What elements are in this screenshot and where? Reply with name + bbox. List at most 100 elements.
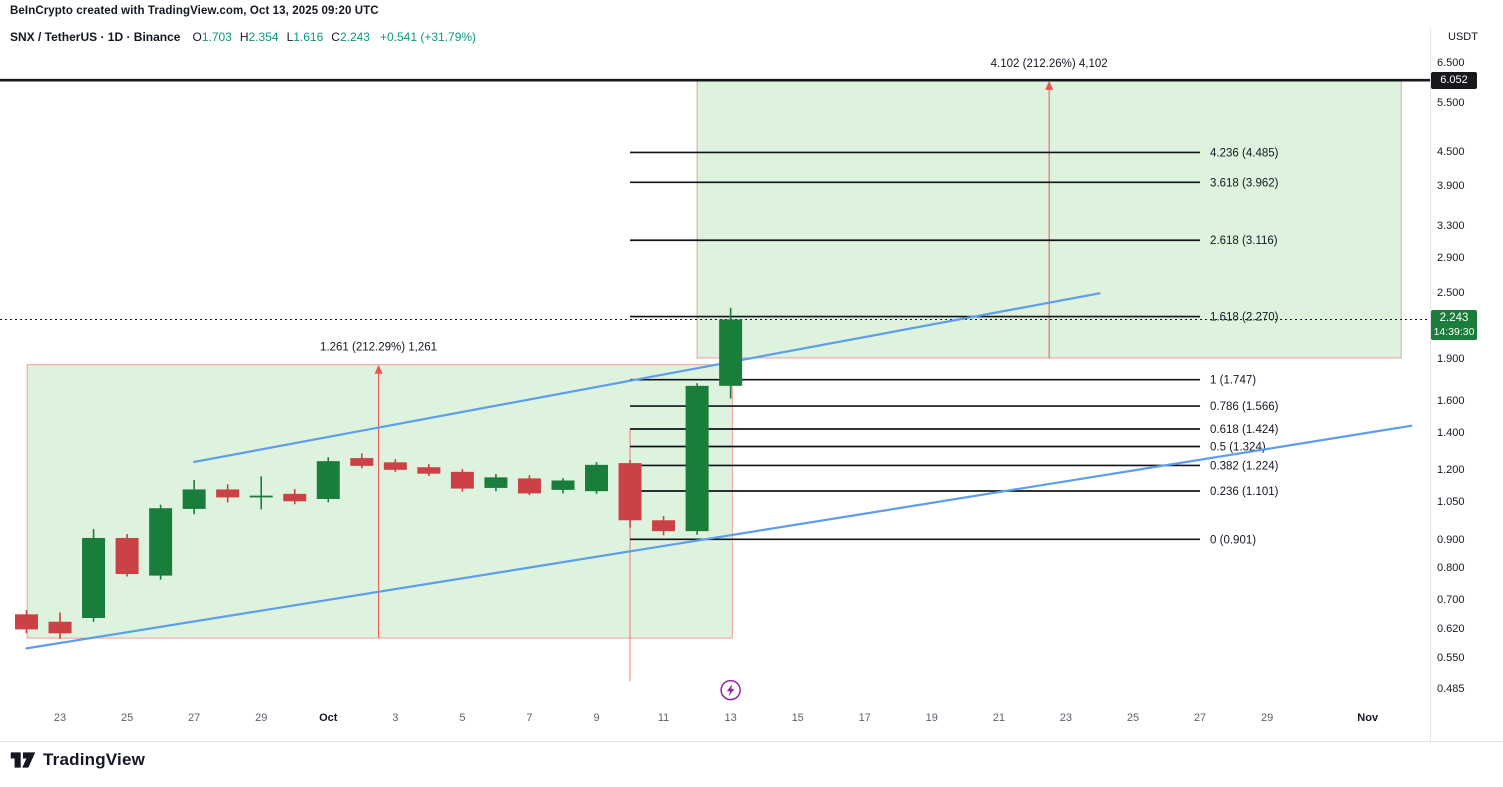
candle-body xyxy=(585,464,609,492)
range-measure-label: 1.261 (212.29%) 1,261 xyxy=(320,342,437,354)
range-arrow-head xyxy=(374,364,383,374)
last-price: 2.243 xyxy=(1439,312,1469,325)
price-axis-separator xyxy=(1430,28,1431,741)
ohlc-value: 2.243 xyxy=(339,30,370,44)
fib-level-label: 0.382 (1.224) xyxy=(1210,460,1279,472)
candlestick xyxy=(417,464,441,476)
candlestick xyxy=(48,612,72,639)
price-tick-label: 3.900 xyxy=(1437,180,1465,193)
candlestick xyxy=(618,460,642,528)
ohlc-key: O xyxy=(192,30,202,44)
lightning-event-icon[interactable] xyxy=(720,679,741,701)
candlestick xyxy=(149,504,173,580)
time-tick-day: 17 xyxy=(858,712,871,724)
time-tick-day: 15 xyxy=(791,712,804,724)
candle-body xyxy=(383,462,407,470)
candle-body xyxy=(350,458,374,466)
candle-body xyxy=(216,489,240,498)
candle-body xyxy=(517,478,541,494)
attribution-text: BeInCrypto created with TradingView.com,… xyxy=(10,5,379,17)
symbol-title[interactable]: SNX / TetherUS · 1D · Binance xyxy=(10,30,181,44)
candle-body xyxy=(82,537,106,618)
time-tick-day: 9 xyxy=(593,712,600,724)
price-axis[interactable]: USDT 6.500 5.500 4.500 3.900 3.300 2.900 2.500… xyxy=(1430,0,1503,741)
range-measure-label: 4.102 (212.26%) 4,102 xyxy=(991,58,1108,70)
fib-level-label: 3.618 (3.962) xyxy=(1210,177,1279,189)
candle-body xyxy=(283,493,307,502)
ohlc-key: L xyxy=(286,30,294,44)
chart-canvas[interactable]: 1.261 (212.29%) 1,261 4.102 (212.26%) 4,1… xyxy=(0,0,1430,741)
currency-label[interactable]: USDT xyxy=(1448,31,1478,43)
time-tick-day: 23 xyxy=(1059,712,1073,724)
candlestick xyxy=(182,480,206,515)
ohlc-key: C xyxy=(331,30,340,44)
line-price-badge: 6.052 xyxy=(1431,72,1477,89)
candle-body xyxy=(551,480,575,490)
time-tick-day: 3 xyxy=(392,712,399,724)
price-tick-label: 0.620 xyxy=(1437,623,1465,636)
candlestick xyxy=(652,516,676,536)
price-change: +0.541 (+31.79%) xyxy=(379,30,477,44)
ohlc-value: 2.354 xyxy=(248,30,279,44)
time-tick-day: 11 xyxy=(657,712,670,724)
candlestick xyxy=(15,609,38,634)
symbol-info-bar: SNX / TetherUS · 1D · Binance O 1.703 H 2.3… xyxy=(10,30,476,44)
candle-body xyxy=(685,385,709,532)
candlestick xyxy=(517,475,541,496)
candlestick xyxy=(719,307,743,399)
time-tick-day: 25 xyxy=(1126,712,1140,724)
time-axis[interactable]: 23 25 27 29 Oct 3 5 7 9 11 13 15 17 19 21 23 25 27 29 Nov xyxy=(0,702,1430,740)
price-tick-label: 0.900 xyxy=(1437,533,1465,546)
time-tick-day: 13 xyxy=(724,712,737,724)
ohlc-value: 1.703 xyxy=(201,30,232,44)
ohlc-value: 1.616 xyxy=(293,30,324,44)
fib-level-label: 1 (1.747) xyxy=(1210,375,1256,387)
fib-level-label: 0.236 (1.101) xyxy=(1210,486,1279,498)
candle-body xyxy=(652,520,676,532)
time-tick-day: 29 xyxy=(1260,712,1274,724)
candle-body xyxy=(719,319,743,386)
candle-body xyxy=(182,489,206,509)
time-tick-day: 25 xyxy=(120,712,134,724)
trendline[interactable] xyxy=(25,424,1413,650)
last-price-badge: 2.243 14:39:30 xyxy=(1431,310,1477,340)
candlestick xyxy=(450,469,474,492)
range-arrow-head xyxy=(1045,80,1054,90)
candle-body xyxy=(48,621,72,634)
candle-body xyxy=(450,471,474,489)
candlestick xyxy=(283,489,307,505)
candle-body xyxy=(417,467,441,474)
footer-brand: TradingView xyxy=(10,749,145,771)
time-tick-month: Nov xyxy=(1357,712,1379,724)
price-tick-label: 0.550 xyxy=(1437,652,1465,665)
time-tick-month: Oct xyxy=(319,712,338,724)
candlestick xyxy=(249,476,273,510)
price-tick-label: 0.485 xyxy=(1437,682,1465,695)
trendline[interactable] xyxy=(193,292,1101,464)
price-tick-label: 0.700 xyxy=(1437,594,1465,607)
candlestick xyxy=(585,462,609,494)
candlestick xyxy=(115,534,139,577)
candle-body xyxy=(149,508,173,576)
candlestick xyxy=(484,474,508,492)
price-tick-label: 3.300 xyxy=(1437,220,1465,233)
footer-separator xyxy=(0,741,1503,742)
candlestick xyxy=(685,383,709,535)
candlestick xyxy=(551,478,575,494)
fib-level-label: 2.618 (3.116) xyxy=(1210,235,1278,247)
bar-close-countdown: 14:39:30 xyxy=(1433,325,1475,338)
fib-level-label: 0.618 (1.424) xyxy=(1210,424,1279,436)
brand-name[interactable]: TradingView xyxy=(43,750,146,769)
price-tick-label: 1.200 xyxy=(1437,464,1465,477)
price-tick-label: 1.600 xyxy=(1437,394,1465,407)
candlestick xyxy=(350,453,374,469)
price-tick-label: 5.500 xyxy=(1437,97,1465,110)
time-tick-day: 29 xyxy=(255,712,268,724)
time-tick-day: 27 xyxy=(188,712,201,724)
candlestick xyxy=(383,459,407,472)
tradingview-logo-icon[interactable] xyxy=(10,749,36,771)
fib-level-label: 0.786 (1.566) xyxy=(1210,401,1279,413)
price-tick-label: 4.500 xyxy=(1437,145,1465,158)
time-tick-day: 21 xyxy=(992,712,1005,724)
candle-body xyxy=(316,461,340,499)
